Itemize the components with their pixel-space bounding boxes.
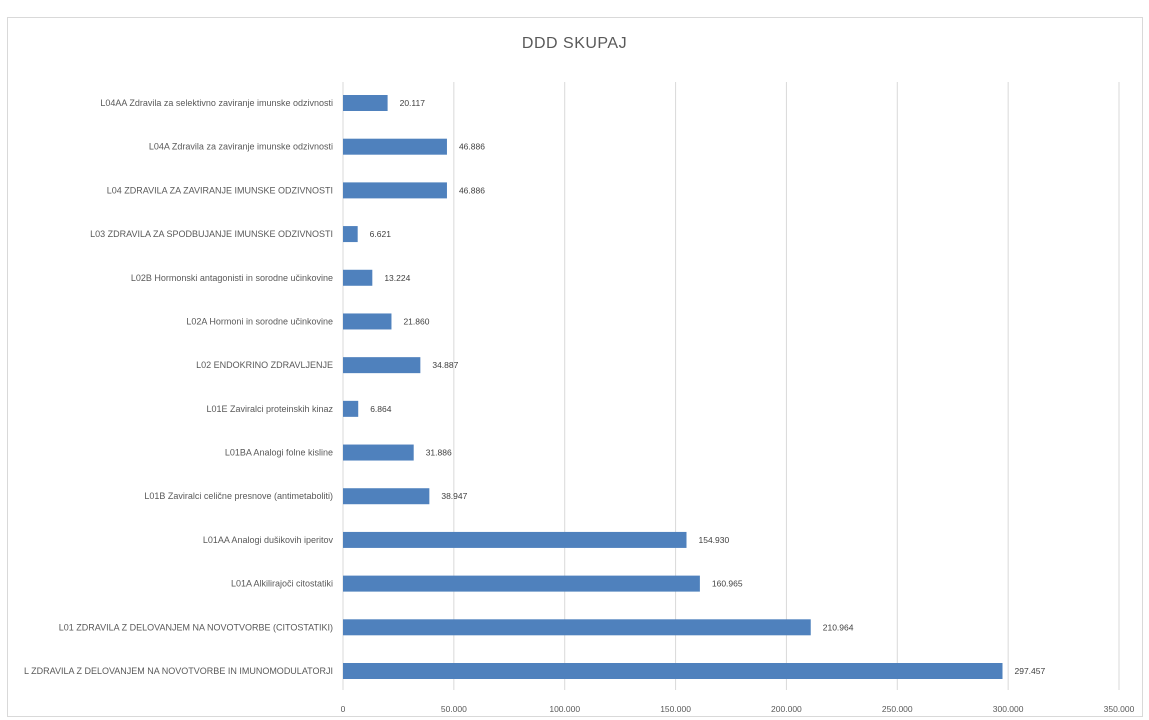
value-label: 46.886 xyxy=(459,185,485,195)
category-label: L01 ZDRAVILA Z DELOVANJEM NA NOVOTVORBE … xyxy=(59,622,333,632)
category-label: L02A Hormoni in sorodne učinkovine xyxy=(186,316,333,326)
x-tick-label: 150.000 xyxy=(660,704,691,714)
x-tick-label: 250.000 xyxy=(882,704,913,714)
bar xyxy=(343,357,421,374)
category-label: L01E Zaviralci proteinskih kinaz xyxy=(206,404,333,414)
x-tick-label: 200.000 xyxy=(771,704,802,714)
bar xyxy=(343,95,388,111)
value-label: 13.224 xyxy=(384,273,410,283)
value-label: 21.860 xyxy=(403,316,429,326)
x-tick-label: 100.000 xyxy=(549,704,580,714)
bar xyxy=(343,575,700,592)
category-label: L04A Zdravila za zaviranje imunske odziv… xyxy=(149,142,333,152)
chart-title: DDD SKUPAJ xyxy=(521,35,628,52)
bar xyxy=(343,138,447,155)
value-label: 46.886 xyxy=(459,142,485,152)
category-label: L ZDRAVILA Z DELOVANJEM NA NOVOTVORBE IN… xyxy=(24,666,333,676)
value-label: 210.964 xyxy=(823,622,854,632)
chart-frame xyxy=(7,17,1143,717)
value-label: 31.886 xyxy=(426,448,452,458)
value-label: 160.965 xyxy=(712,579,743,589)
bar xyxy=(343,400,359,417)
category-label: L01B Zaviralci celične presnove (antimet… xyxy=(144,491,333,501)
value-label: 154.930 xyxy=(699,535,730,545)
bar xyxy=(343,663,1003,679)
value-label: 6.621 xyxy=(370,229,392,239)
value-label: 297.457 xyxy=(1015,666,1046,676)
bar xyxy=(343,313,392,330)
category-label: L01BA Analogi folne kisline xyxy=(225,448,333,458)
bar xyxy=(343,488,430,505)
bar xyxy=(343,269,373,286)
category-label: L02B Hormonski antagonisti in sorodne uč… xyxy=(131,273,333,283)
category-label: L02 ENDOKRINO ZDRAVLJENJE xyxy=(196,360,333,370)
x-tick-label: 0 xyxy=(341,704,346,714)
x-tick-label: 300.000 xyxy=(993,704,1024,714)
value-label: 34.887 xyxy=(432,360,458,370)
value-label: 20.117 xyxy=(400,98,426,108)
category-label: L04 ZDRAVILA ZA ZAVIRANJE IMUNSKE ODZIVN… xyxy=(107,185,333,195)
bar xyxy=(343,226,358,243)
x-tick-label: 350.000 xyxy=(1104,704,1135,714)
bar xyxy=(343,619,811,636)
category-label: L04AA Zdravila za selektivno zaviranje i… xyxy=(100,98,333,108)
value-label: 6.864 xyxy=(370,404,392,414)
category-label: L01AA Analogi dušikovih iperitov xyxy=(203,535,334,545)
category-label: L01A Alkilirajoči citostatiki xyxy=(231,579,333,589)
bar xyxy=(343,444,414,461)
bar xyxy=(343,531,687,548)
category-label: L03 ZDRAVILA ZA SPODBUJANJE IMUNSKE ODZI… xyxy=(90,229,333,239)
value-label: 38.947 xyxy=(441,491,467,501)
bar xyxy=(343,182,447,199)
x-tick-label: 50.000 xyxy=(441,704,467,714)
